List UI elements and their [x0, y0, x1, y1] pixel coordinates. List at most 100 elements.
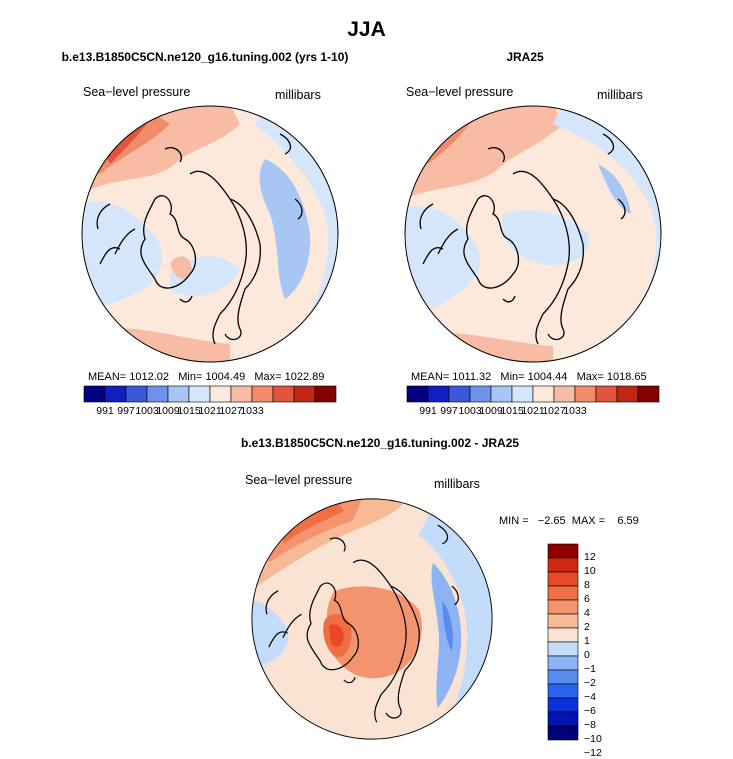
diff-colorbar-tick-label: 0 — [584, 649, 590, 661]
diff-colorbar-swatch — [547, 543, 579, 559]
diff-colorbar-tick-label: 2 — [584, 621, 590, 633]
diff-colorbar-tick-label: −12 — [584, 747, 602, 759]
diff-colorbar-swatch — [547, 613, 579, 629]
panel-1-colorbar-tick-label: 1027 — [219, 405, 243, 417]
diff-colorbar-swatch — [547, 655, 579, 671]
panel-1-max-label: Max= — [254, 371, 282, 383]
panel-1-colorbar-swatch — [293, 385, 316, 403]
panel-2-colorbar-tick-label: 1021 — [521, 405, 545, 417]
diff-colorbar-tick-label: −10 — [584, 733, 602, 745]
diff-colorbar-tick-label: −4 — [584, 691, 596, 703]
diff-colorbar-swatch — [547, 585, 579, 601]
panel-1-colorbar-swatch — [251, 385, 274, 403]
diff-colorbar-swatch — [547, 599, 579, 615]
panel-1-map — [81, 105, 339, 363]
panel-2-title: JRA25 — [506, 50, 544, 64]
panel-2-mean-label: MEAN= — [411, 371, 450, 383]
diff-colorbar-tick-label: 1 — [584, 635, 590, 647]
diff-colorbar-tick-label: −1 — [584, 663, 596, 675]
panel-2-max-label: Max= — [576, 371, 604, 383]
diff-max-value: 6.59 — [617, 515, 639, 527]
panel-1-colorbar-tick-label: 1015 — [177, 405, 201, 417]
panel-2-variable-label: Sea−level pressure — [406, 85, 514, 99]
panel-2-colorbar-swatch — [616, 385, 639, 403]
panel-2-colorbar-tick-label: 1015 — [500, 405, 524, 417]
diff-colorbar-swatch — [547, 697, 579, 713]
panel-1-colorbar-swatch — [188, 385, 211, 403]
diff-colorbar-tick-label: 10 — [584, 565, 596, 577]
panel-1-colorbar — [83, 385, 337, 403]
panel-1-colorbar-swatch — [272, 385, 295, 403]
panel-2-colorbar-swatch — [637, 385, 660, 403]
panel-1-mean-value: 1012.02 — [129, 371, 170, 383]
diff-colorbar-swatch — [547, 725, 579, 741]
panel-2-colorbar-tick-label: 997 — [440, 405, 458, 417]
panel-1-colorbar-tick-label: 1033 — [240, 405, 264, 417]
figure-title: JJA — [347, 18, 386, 41]
panel-2-mean-value: 1011.32 — [452, 371, 492, 383]
panel-1-mean-label: MEAN= — [88, 371, 127, 383]
panel-1-max-value: 1022.89 — [284, 371, 325, 383]
panel-1-colorbar-swatch — [104, 385, 127, 403]
diff-colorbar-swatch — [547, 683, 579, 699]
panel-2-colorbar-swatch — [532, 385, 555, 403]
panel-1-colorbar-swatch — [230, 385, 253, 403]
panel-2-map — [404, 105, 662, 363]
panel-2-colorbar-tick-label: 1003 — [458, 405, 482, 417]
diff-colorbar-tick-label: −2 — [584, 677, 596, 689]
diff-colorbar-swatch — [547, 711, 579, 727]
panel-1-colorbar-swatch — [125, 385, 148, 403]
diff-min-label: MIN = — [499, 515, 529, 527]
panel-2-units-label: millibars — [597, 88, 643, 102]
panel-2-colorbar-tick-label: 1033 — [563, 405, 587, 417]
diff-colorbar-swatch — [547, 641, 579, 657]
panel-2-colorbar-swatch — [511, 385, 534, 403]
diff-panel-map — [251, 498, 493, 740]
panel-1-colorbar-swatch — [167, 385, 190, 403]
panel-1-title: b.e13.B1850C5CN.ne120_g16.tuning.002 (yr… — [61, 50, 349, 64]
diff-colorbar-swatch — [547, 557, 579, 573]
diff-colorbar-swatch — [547, 571, 579, 587]
diff-max-label: MAX = — [571, 515, 606, 527]
panel-2-colorbar-swatch — [574, 385, 597, 403]
panel-2-colorbar-swatch — [448, 385, 471, 403]
panel-1-colorbar-tick-label: 997 — [117, 405, 135, 417]
panel-1-min-label: Min= — [178, 371, 203, 383]
panel-1-colorbar-tick-label: 1003 — [135, 405, 159, 417]
diff-colorbar-tick-label: 12 — [584, 551, 596, 563]
diff-colorbar-tick-label: 4 — [584, 607, 590, 619]
diff-colorbar-tick-label: 8 — [584, 579, 590, 591]
diff-min-value: −2.65 — [537, 515, 566, 527]
panel-1-stats: MEAN= 1012.02 Min= 1004.49 Max= 1022.89 — [88, 371, 324, 383]
diff-panel-title: b.e13.B1850C5CN.ne120_g16.tuning.002 - J… — [240, 436, 520, 450]
diff-colorbar-tick-label: −6 — [584, 705, 596, 717]
panel-2-colorbar-swatch — [595, 385, 618, 403]
panel-1-variable-label: Sea−level pressure — [83, 85, 191, 99]
panel-2-colorbar-tick-label: 991 — [419, 405, 437, 417]
diff-colorbar-tick-label: 6 — [584, 593, 590, 605]
panel-1-colorbar-swatch — [146, 385, 169, 403]
diff-colorbar-swatch — [547, 669, 579, 685]
panel-1-colorbar-swatch — [209, 385, 232, 403]
panel-1-min-value: 1004.49 — [205, 371, 246, 383]
panel-2-colorbar-swatch — [490, 385, 513, 403]
panel-2-colorbar-swatch — [406, 385, 429, 403]
panel-2-stats: MEAN= 1011.32 Min= 1004.44 Max= 1018.65 — [411, 371, 647, 383]
panel-1-colorbar-swatch — [83, 385, 106, 403]
panel-2-colorbar-swatch — [427, 385, 450, 403]
panel-1-colorbar-tick-label: 1021 — [198, 405, 222, 417]
panel-1-colorbar-tick-label: 991 — [96, 405, 114, 417]
diff-panel-units-label: millibars — [434, 477, 480, 491]
diff-colorbar-swatch — [547, 627, 579, 643]
diff-panel-variable-label: Sea−level pressure — [245, 473, 353, 487]
panel-2-min-value: 1004.44 — [527, 371, 568, 383]
panel-1-units-label: millibars — [275, 88, 321, 102]
panel-2-colorbar-swatch — [469, 385, 492, 403]
diff-colorbar — [547, 543, 579, 741]
diff-panel-minmax: MIN = −2.65 MAX = 6.59 — [499, 515, 639, 527]
panel-2-colorbar-tick-label: 1009 — [479, 405, 503, 417]
panel-2-max-value: 1018.65 — [606, 371, 647, 383]
panel-1-colorbar-swatch — [314, 385, 337, 403]
panel-2-min-label: Min= — [500, 371, 525, 383]
panel-2-colorbar-swatch — [553, 385, 576, 403]
